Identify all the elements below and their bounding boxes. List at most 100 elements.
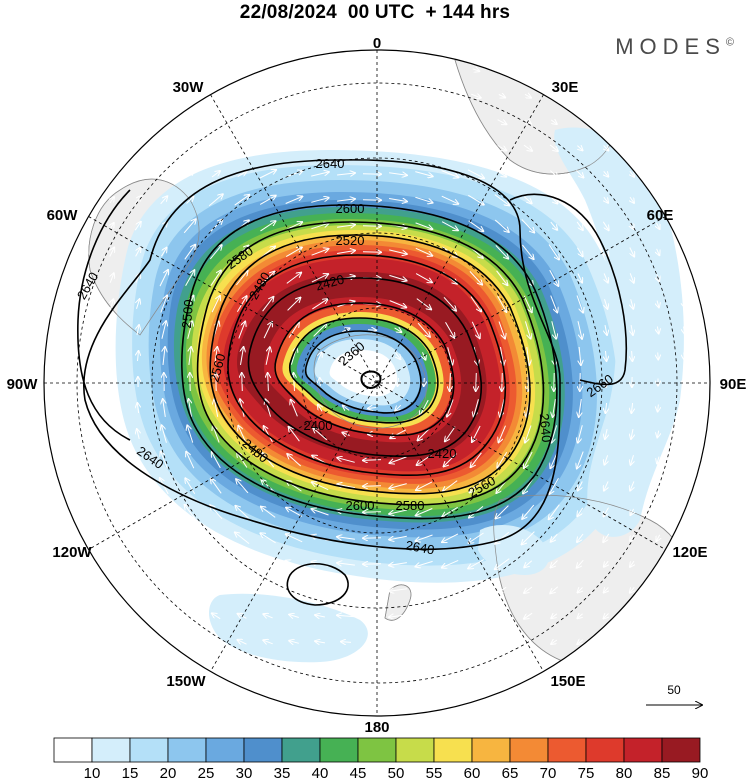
wind-arrow xyxy=(496,270,508,285)
wind-arrow xyxy=(317,694,324,695)
colorbar-swatch xyxy=(395,737,435,763)
colorbar-tick-label: 25 xyxy=(198,765,215,782)
wind-arrow xyxy=(189,347,191,365)
wind-arrow xyxy=(337,563,355,565)
wind-arrow xyxy=(313,324,327,337)
wind-arrow xyxy=(471,614,481,618)
wind-arrow xyxy=(186,452,195,469)
wind-arrow xyxy=(521,219,534,233)
wind-arrow xyxy=(210,271,221,286)
wind-arrow xyxy=(260,586,277,595)
wind-arrow xyxy=(604,146,609,151)
wind-arrow xyxy=(549,269,559,286)
wind-arrow xyxy=(605,325,607,335)
wind-arrow xyxy=(238,640,247,644)
wind-arrow xyxy=(630,247,634,257)
wind-arrow xyxy=(337,484,355,489)
wind-arrow xyxy=(318,352,321,360)
wind-arrow xyxy=(213,666,220,669)
wind-arrow xyxy=(185,505,196,520)
wind-arrow xyxy=(111,429,113,440)
colorbar-tick-label: 60 xyxy=(464,765,481,782)
wind-arrow xyxy=(389,249,407,254)
wind-arrow xyxy=(577,451,584,469)
wind-arrow xyxy=(137,325,139,335)
wind-arrow xyxy=(259,170,276,179)
wind-arrow xyxy=(342,353,349,360)
colorbar-tick-label: 90 xyxy=(692,765,709,782)
wind-arrow xyxy=(337,615,356,617)
wind-arrow xyxy=(184,245,195,260)
wind-arrow xyxy=(658,404,659,412)
wind-arrow xyxy=(85,301,87,308)
wind-arrow xyxy=(441,170,459,178)
wind-arrow xyxy=(289,615,299,618)
wind-arrow xyxy=(235,559,250,570)
colorbar-swatch xyxy=(243,737,283,763)
wind-arrow xyxy=(161,321,166,339)
wind-arrow xyxy=(415,222,433,229)
wind-arrow xyxy=(289,147,299,150)
wind-arrow xyxy=(604,560,608,567)
wind-arrow xyxy=(136,482,140,491)
colorbar-swatch xyxy=(509,737,549,763)
wind-arrow xyxy=(416,534,433,541)
wind-arrow xyxy=(494,194,509,206)
wind-arrow xyxy=(340,122,351,123)
wind-arrow xyxy=(337,589,356,591)
wind-arrow xyxy=(185,171,194,178)
wind-arrow xyxy=(630,560,634,567)
wind-arrow xyxy=(59,431,60,438)
colorbar-swatch xyxy=(129,737,169,763)
wind-arrow xyxy=(263,614,273,618)
wind-arrow xyxy=(576,295,583,313)
wind-arrow xyxy=(499,425,506,443)
wind-arrow xyxy=(211,119,221,126)
wind-arrow xyxy=(524,586,533,593)
wind-arrow xyxy=(415,587,433,593)
wind-arrow xyxy=(419,641,429,643)
wind-arrow xyxy=(211,296,220,313)
wind-arrow xyxy=(241,347,244,365)
wind-arrow xyxy=(578,588,583,593)
wind-arrow xyxy=(417,454,432,465)
wind-arrow xyxy=(110,561,114,568)
wind-arrow xyxy=(239,667,246,670)
wind-arrow xyxy=(527,347,529,365)
contour-low-center xyxy=(360,370,382,390)
wind-arrow xyxy=(363,486,382,487)
wind-arrow xyxy=(289,427,300,442)
wind-arrow xyxy=(445,667,455,670)
colorbar-tick-label: 65 xyxy=(502,765,519,782)
wind-arrow xyxy=(311,223,328,230)
wind-arrow xyxy=(289,667,299,669)
wind-arrow xyxy=(110,248,114,257)
wind-arrow xyxy=(389,615,407,617)
wind-arrow xyxy=(213,640,220,643)
wind-arrow xyxy=(265,693,272,695)
longitude-label-60w: 60W xyxy=(47,207,79,224)
wind-arrow xyxy=(341,668,352,669)
wind-arrow xyxy=(315,95,325,97)
colorbar-swatch xyxy=(585,737,625,763)
wind-arrow xyxy=(656,222,659,229)
wind-arrow xyxy=(604,481,608,490)
copyright-mark: © xyxy=(725,36,734,49)
wind-arrow xyxy=(604,614,609,619)
wind-arrow xyxy=(186,561,194,568)
wind-arrow xyxy=(110,197,114,204)
wind-arrow xyxy=(260,533,276,544)
wind-arrow xyxy=(549,504,560,520)
brand-text: MODES xyxy=(615,34,726,59)
wind-arrow xyxy=(395,694,402,695)
wind-arrow xyxy=(315,121,325,123)
wind-arrow xyxy=(442,533,459,542)
wind-arrow xyxy=(261,507,276,518)
wind-arrow xyxy=(135,248,141,257)
contour-2360 xyxy=(304,330,422,414)
wind-arrow xyxy=(416,508,433,516)
wind-arrow xyxy=(419,95,429,97)
wind-arrow xyxy=(605,402,606,413)
wind-arrow xyxy=(236,271,247,286)
wind-arrow xyxy=(288,322,299,338)
